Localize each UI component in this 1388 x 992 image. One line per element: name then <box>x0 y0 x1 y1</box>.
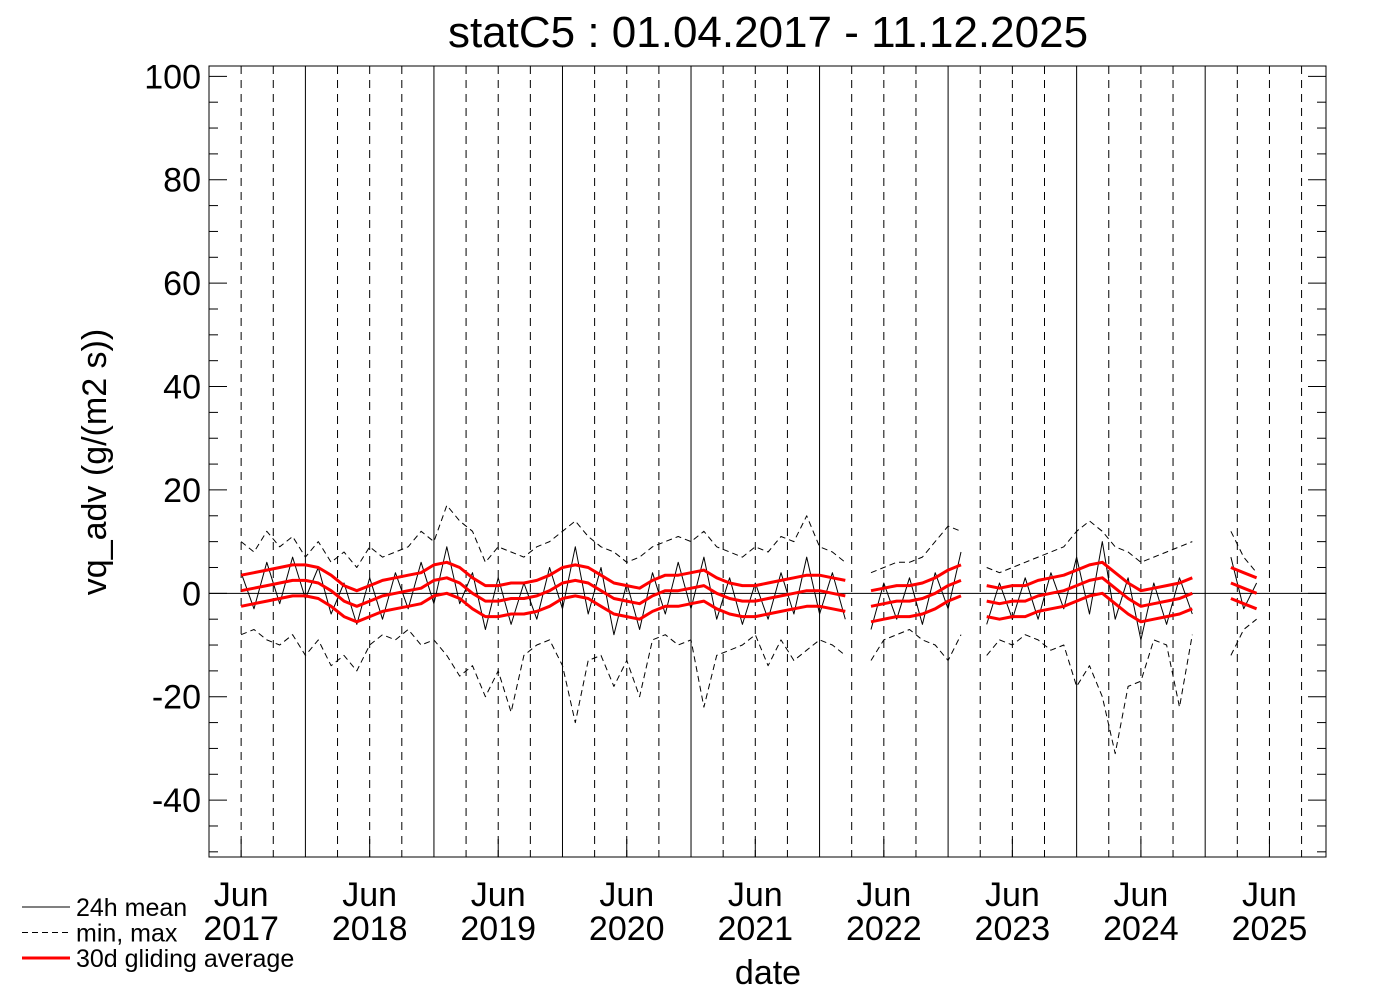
legend-label: min, max <box>76 920 178 948</box>
legend-label: 24h mean <box>76 894 187 922</box>
chart-title: statC5 : 01.04.2017 - 11.12.2025 <box>448 8 1088 57</box>
y-tick-label: 100 <box>144 58 201 96</box>
x-tick-label: Jun 2023 <box>975 876 1051 948</box>
series-line <box>240 576 1258 608</box>
x-tick-label: Jun 2025 <box>1232 876 1308 948</box>
x-tick-label: Jun 2024 <box>1103 876 1179 948</box>
series-line <box>240 560 1258 593</box>
x-tick-label: Jun 2022 <box>846 876 922 948</box>
series-line <box>240 541 1258 641</box>
y-axis-title: vq_adv (g/(m2 s)) <box>76 329 114 595</box>
y-tick-label: 0 <box>182 575 201 613</box>
series-line <box>240 618 1257 755</box>
x-tick-label: Jun 2017 <box>203 876 279 948</box>
y-tick-label: 20 <box>163 472 201 510</box>
x-tick-label: Jun 2018 <box>332 876 408 948</box>
x-tick-label: Jun 2021 <box>717 876 793 948</box>
legend-label: 30d gliding average <box>76 945 294 973</box>
y-tick-label: -20 <box>152 679 201 717</box>
y-tick-label: -40 <box>152 782 201 820</box>
x-tick-label: Jun 2020 <box>589 876 665 948</box>
y-tick-label: 80 <box>163 162 201 200</box>
plot-frame <box>208 65 1327 858</box>
y-tick-label: 40 <box>163 369 201 407</box>
x-axis-title: date <box>735 954 801 992</box>
series-line <box>240 591 1258 624</box>
y-tick-label: 60 <box>163 265 201 303</box>
x-tick-label: Jun 2019 <box>460 876 536 948</box>
